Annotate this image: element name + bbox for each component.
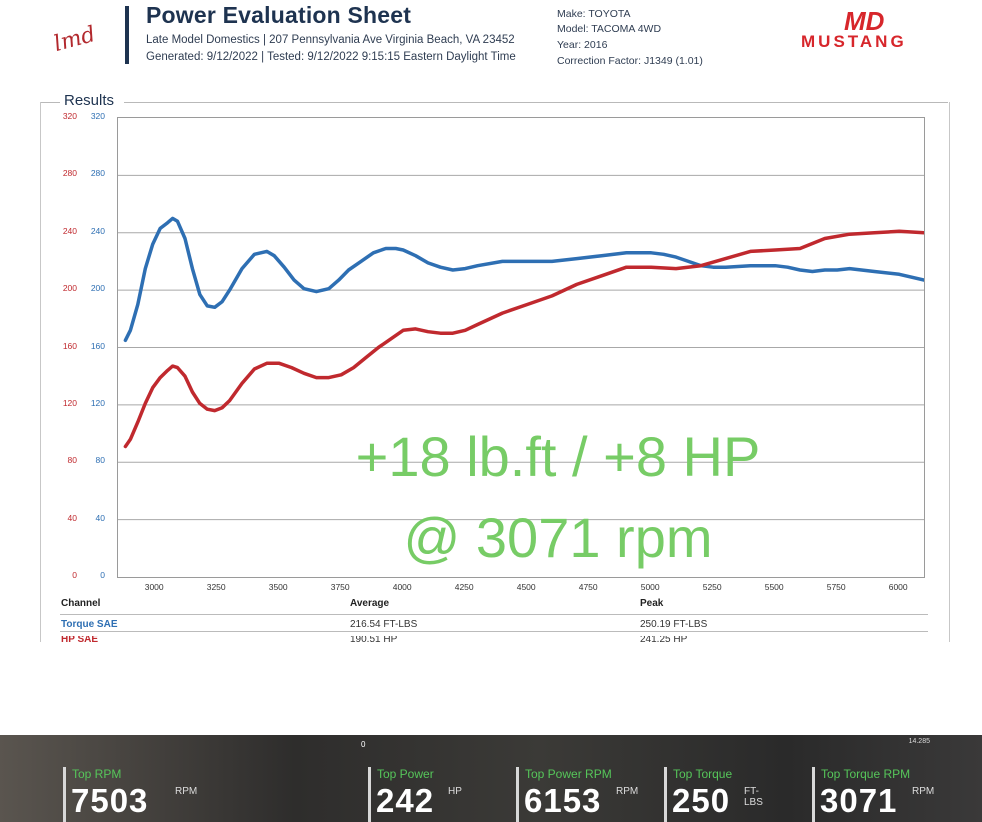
results-heading: Results	[61, 92, 118, 109]
stat-unit: HP	[448, 786, 462, 797]
table-row-torque-peak: 250.19 FT-LBS	[640, 619, 708, 630]
stat-label: Top Power RPM	[525, 767, 612, 781]
y-tick-label-torque: 320	[90, 111, 105, 121]
stat-unit: RPM	[175, 786, 198, 797]
series-line-hp-sae	[123, 229, 924, 449]
stat-value: 3071	[820, 782, 898, 819]
table-row-torque-channel: Torque SAE	[61, 619, 118, 630]
shop-address: Late Model Domestics | 207 Pennsylvania …	[146, 34, 515, 46]
x-tick-label: 3250	[206, 582, 226, 592]
stat-value: 242	[376, 782, 435, 819]
y-tick-label-torque: 0	[100, 570, 105, 580]
header-divider	[125, 6, 129, 64]
dashboard-corner-readout: 14.285	[908, 738, 930, 745]
lmd-logo: lmd	[51, 22, 98, 57]
y-tick-label-torque: 120	[90, 397, 105, 408]
y-tick-label-hp: 80	[67, 455, 77, 466]
y-tick-label-torque: 160	[90, 340, 105, 351]
stat-label: Top Torque RPM	[821, 767, 911, 781]
y-tick-label-hp: 160	[62, 340, 77, 351]
x-tick-label: 3500	[268, 582, 288, 592]
table-row-hp-average: 190.51 HP	[350, 636, 398, 644]
results-frame-right	[124, 102, 948, 103]
md-mustang-logo: MD	[844, 6, 885, 36]
stat-unit: RPM	[616, 786, 639, 797]
table-row-hp-peak: 241.25 HP	[640, 636, 688, 644]
mustang-wordmark: MUSTANG	[801, 32, 907, 51]
x-tick-label: 3750	[330, 582, 350, 592]
vehicle-model: Model: TACOMA 4WD	[557, 23, 662, 35]
power-evaluation-sheet: lmd Power Evaluation Sheet Late Model Do…	[40, 2, 950, 644]
gain-overlay-line2: @ 3071 rpm	[403, 506, 713, 569]
y-tick-label-hp: 280	[62, 168, 77, 179]
table-row-hp-channel: HP SAE	[61, 636, 99, 644]
x-tick-label: 4750	[578, 582, 598, 592]
y-tick-label-torque: 80	[95, 455, 105, 466]
svg-text:MD: MD	[844, 6, 885, 36]
stat-label: Top Power	[377, 767, 434, 781]
table-header-peak: Peak	[640, 598, 664, 609]
y-tick-label-torque: 40	[95, 512, 105, 523]
vehicle-make: Make: TOYOTA	[557, 8, 631, 20]
vehicle-year: Year: 2016	[557, 39, 608, 51]
series-line-torque-sae	[123, 216, 924, 343]
y-tick-label-torque: 240	[90, 225, 105, 236]
x-tick-label: 5500	[764, 582, 784, 592]
x-tick-label: 4250	[454, 582, 474, 592]
stat-value: 6153	[524, 782, 602, 819]
stat-label: Top RPM	[72, 767, 122, 781]
stat-value: 7503	[71, 782, 149, 819]
generated-tested: Generated: 9/12/2022 | Tested: 9/12/2022…	[146, 51, 516, 63]
y-tick-label-hp: 0	[72, 570, 77, 580]
y-tick-label-hp: 240	[62, 225, 77, 236]
table-divider	[60, 631, 928, 632]
results-frame-left	[40, 102, 60, 103]
dyno-chart	[117, 117, 925, 578]
y-tick-label-torque: 200	[90, 283, 105, 294]
gain-overlay-line1: +18 lb.ft / +8 HP	[355, 425, 761, 488]
dyno-dashboard-strip: 0 14.285 Top RPM 7503 RPM Top Power 242 …	[0, 735, 982, 822]
stat-unit: FT-LBS	[744, 786, 763, 808]
x-tick-label: 5250	[702, 582, 722, 592]
table-divider	[60, 614, 928, 615]
table-header-average: Average	[350, 598, 390, 609]
stat-unit: RPM	[912, 786, 935, 797]
sheet-title: Power Evaluation Sheet	[146, 2, 412, 28]
x-tick-label: 5000	[640, 582, 660, 592]
dashboard-indicator: 0	[361, 740, 366, 749]
table-header-channel: Channel	[61, 598, 101, 609]
correction-factor: Correction Factor: J1349 (1.01)	[557, 55, 703, 67]
y-tick-label-hp: 200	[62, 283, 77, 294]
x-tick-label: 5750	[826, 582, 846, 592]
y-tick-label-hp: 320	[62, 111, 77, 121]
results-frame	[40, 102, 950, 642]
y-tick-label-hp: 40	[67, 512, 77, 523]
stat-label: Top Torque	[673, 767, 733, 781]
y-tick-label-torque: 280	[90, 168, 105, 179]
stat-value: 250	[672, 782, 731, 819]
x-tick-label: 6000	[888, 582, 908, 592]
x-tick-label: 4500	[516, 582, 536, 592]
x-tick-label: 3000	[144, 582, 164, 592]
y-tick-label-hp: 120	[62, 397, 77, 408]
x-tick-label: 4000	[392, 582, 412, 592]
svg-text:lmd: lmd	[51, 22, 98, 57]
table-row-torque-average: 216.54 FT-LBS	[350, 619, 418, 630]
